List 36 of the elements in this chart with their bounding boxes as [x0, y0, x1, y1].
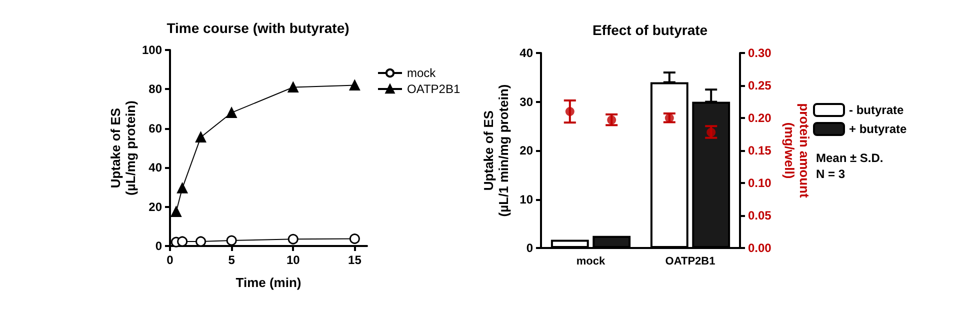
- text: N = 3: [816, 167, 846, 181]
- x-tick-label: mock: [576, 256, 606, 268]
- legend-label: mock: [407, 66, 437, 80]
- y-tick-label: 100: [142, 43, 162, 57]
- y-tick-label: 40: [520, 46, 534, 60]
- y2-tick-label: 0.05: [748, 208, 772, 222]
- legend-label: OATP2B1: [407, 82, 460, 96]
- x-tick-label: 5: [228, 253, 236, 267]
- y2-tick-label: 0.25: [748, 78, 772, 92]
- text: Mean ± S.D.: [816, 151, 884, 165]
- x-tick-label: 15: [348, 253, 362, 267]
- x-tick-label: OATP2B1: [665, 256, 716, 268]
- legend-label: - butyrate: [849, 103, 904, 117]
- y-tick-label: 60: [148, 121, 162, 136]
- x-tick-label: 0: [166, 253, 174, 267]
- y-axis-title: Uptake of ES (µL/1 min/mg protein): [481, 84, 511, 217]
- y-tick-label: 10: [520, 192, 534, 206]
- legend-label: + butyrate: [849, 122, 908, 136]
- y-tick-label: 40: [148, 160, 162, 175]
- y-tick-label: 20: [520, 144, 534, 158]
- y2-tick-label: 0.10: [748, 176, 772, 190]
- chart-title: Time course (with butyrate): [166, 20, 350, 36]
- y2-tick-label: 0.15: [748, 144, 772, 158]
- y-axis-title: Uptake of ES (µL/mg protein): [108, 100, 138, 196]
- y-tick-label: 30: [520, 94, 534, 109]
- y-tick-label: 80: [148, 82, 162, 96]
- y-tick-label: 20: [148, 200, 162, 214]
- x-axis-title: Time (min): [236, 275, 302, 290]
- y2-tick-label: 0.00: [748, 241, 772, 255]
- x-tick-label: 10: [286, 253, 300, 267]
- y-tick-label: 0: [155, 239, 162, 253]
- chart-title: Effect of butyrate: [592, 22, 708, 38]
- y2-tick-label: 0.20: [748, 111, 772, 125]
- y-tick-label: 0: [526, 241, 534, 255]
- y2-tick-label: 0.30: [748, 46, 772, 60]
- y2-axis-title: protein amount (mg/well): [782, 103, 812, 198]
